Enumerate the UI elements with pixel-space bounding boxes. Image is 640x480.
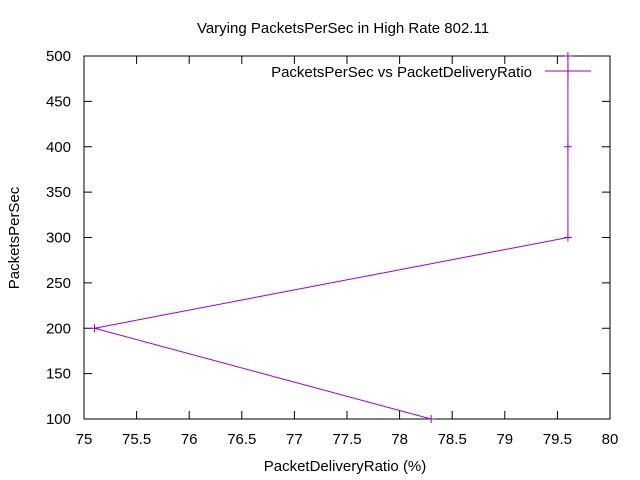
x-tick-label: 77.5	[332, 431, 361, 448]
series-layer	[90, 52, 572, 423]
y-axis: 100 150 200 250 300 350 400 450 500	[46, 48, 610, 428]
plot-frame	[83, 55, 611, 420]
data-point-marker	[563, 233, 572, 242]
y-tick-label: 400	[46, 139, 71, 156]
x-axis: 75 75.5 76 76.5 77 77.5 78 78.5 79 79.5 80	[76, 56, 619, 448]
x-tick-label: 79	[496, 431, 513, 448]
legend-label: PacketsPerSec vs PacketDeliveryRatio	[271, 64, 532, 81]
data-point-marker	[563, 52, 572, 60]
y-tick-label: 300	[46, 230, 71, 247]
x-tick-label: 78.5	[438, 431, 467, 448]
x-tick-label: 80	[602, 431, 619, 448]
y-tick-label: 450	[46, 93, 71, 110]
x-tick-label: 75	[76, 431, 93, 448]
y-tick-label: 200	[46, 320, 71, 337]
x-tick-label: 76	[181, 431, 198, 448]
y-tick-label: 500	[46, 48, 71, 65]
x-tick-label: 76.5	[227, 431, 256, 448]
x-tick-label: 78	[391, 431, 408, 448]
y-tick-label: 150	[46, 366, 71, 383]
x-tick-label: 77	[286, 431, 303, 448]
x-tick-label: 75.5	[122, 431, 151, 448]
series-line	[94, 56, 569, 420]
y-axis-title: PacketsPerSec	[6, 186, 23, 289]
chart-title: Varying PacketsPerSec in High Rate 802.1…	[197, 20, 489, 37]
data-point-marker	[427, 415, 436, 423]
y-tick-label: 100	[46, 411, 71, 428]
legend: PacketsPerSec vs PacketDeliveryRatio	[271, 63, 591, 81]
data-point-marker	[563, 142, 572, 151]
x-axis-title: PacketDeliveryRatio (%)	[264, 458, 427, 475]
y-tick-label: 350	[46, 184, 71, 201]
data-point-marker	[90, 324, 99, 333]
x-tick-label: 79.5	[543, 431, 572, 448]
y-tick-label: 250	[46, 275, 71, 292]
